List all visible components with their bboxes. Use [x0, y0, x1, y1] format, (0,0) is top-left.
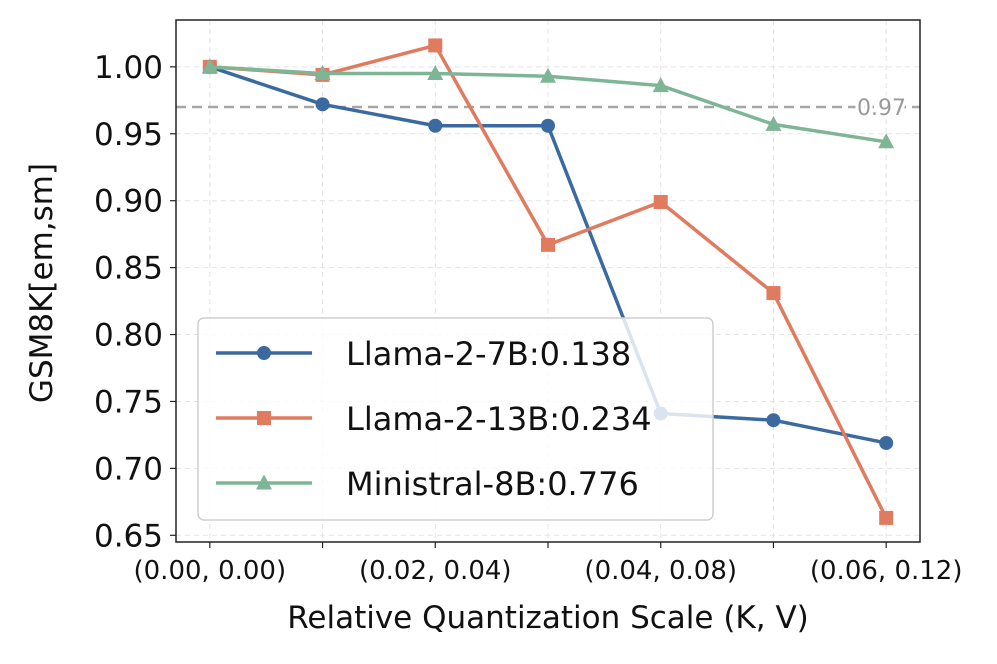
- legend-marker: [257, 411, 271, 425]
- data-point: [428, 38, 443, 53]
- y-tick-label: 0.90: [94, 184, 163, 220]
- legend-label: Llama-2-13B:0.234: [346, 400, 652, 438]
- data-point: [541, 237, 555, 252]
- data-point: [878, 133, 895, 149]
- legend-marker: [257, 346, 271, 360]
- reference-line-group: 0.97: [176, 93, 920, 124]
- legend-marker: [256, 474, 272, 490]
- legend-label: Llama-2-7B:0.138: [346, 335, 631, 373]
- data-point: [879, 510, 894, 525]
- data-point: [315, 97, 330, 112]
- y-axis-label: GSM8K[em,sm]: [24, 163, 60, 403]
- y-tick-label: 0.75: [94, 384, 163, 420]
- y-tick-label: 0.95: [94, 117, 163, 153]
- legend-box: [197, 317, 714, 521]
- data-point: [653, 195, 668, 210]
- data-point: [766, 413, 781, 428]
- data-point: [541, 118, 555, 133]
- data-point: [879, 435, 894, 450]
- legend-item: Llama-2-7B:0.138: [216, 335, 631, 373]
- data-point: [540, 67, 556, 83]
- x-tick-label: (0.06, 0.12): [810, 556, 963, 586]
- series-3: [201, 58, 895, 149]
- reference-line-label: 0.97: [857, 96, 906, 121]
- data-point: [765, 115, 782, 131]
- x-axis-label: Relative Quantization Scale (K, V): [287, 600, 809, 636]
- series-group: [201, 38, 895, 525]
- legend-label: Ministral-8B:0.776: [346, 465, 639, 503]
- data-point: [201, 58, 218, 74]
- y-tick-label: 0.70: [94, 451, 163, 487]
- data-point: [314, 65, 331, 81]
- legend: Llama-2-7B:0.138 Llama-2-13B:0.234 Ministr…: [197, 317, 714, 521]
- x-tick-label: (0.04, 0.08): [584, 556, 737, 586]
- y-tick-label: 1.00: [94, 50, 163, 86]
- data-point: [428, 118, 443, 133]
- x-axis-ticks: (0.00, 0.00) (0.02, 0.04) (0.04, 0.08) (0.0…: [134, 542, 963, 586]
- data-point: [766, 286, 781, 301]
- y-tick-label: 0.65: [94, 518, 163, 554]
- data-point: [652, 77, 669, 93]
- x-tick-label: (0.02, 0.04): [359, 556, 512, 586]
- legend-item: Ministral-8B:0.776: [216, 465, 639, 503]
- y-tick-label: 0.80: [94, 318, 163, 354]
- y-axis-ticks: 0.65 0.70 0.75 0.80 0.85 0.90 0.95 1.00: [94, 50, 176, 554]
- legend-item: Llama-2-13B:0.234: [216, 400, 652, 438]
- x-tick-label: (0.00, 0.00): [134, 556, 287, 586]
- y-tick-label: 0.85: [94, 251, 163, 287]
- data-point: [427, 65, 444, 81]
